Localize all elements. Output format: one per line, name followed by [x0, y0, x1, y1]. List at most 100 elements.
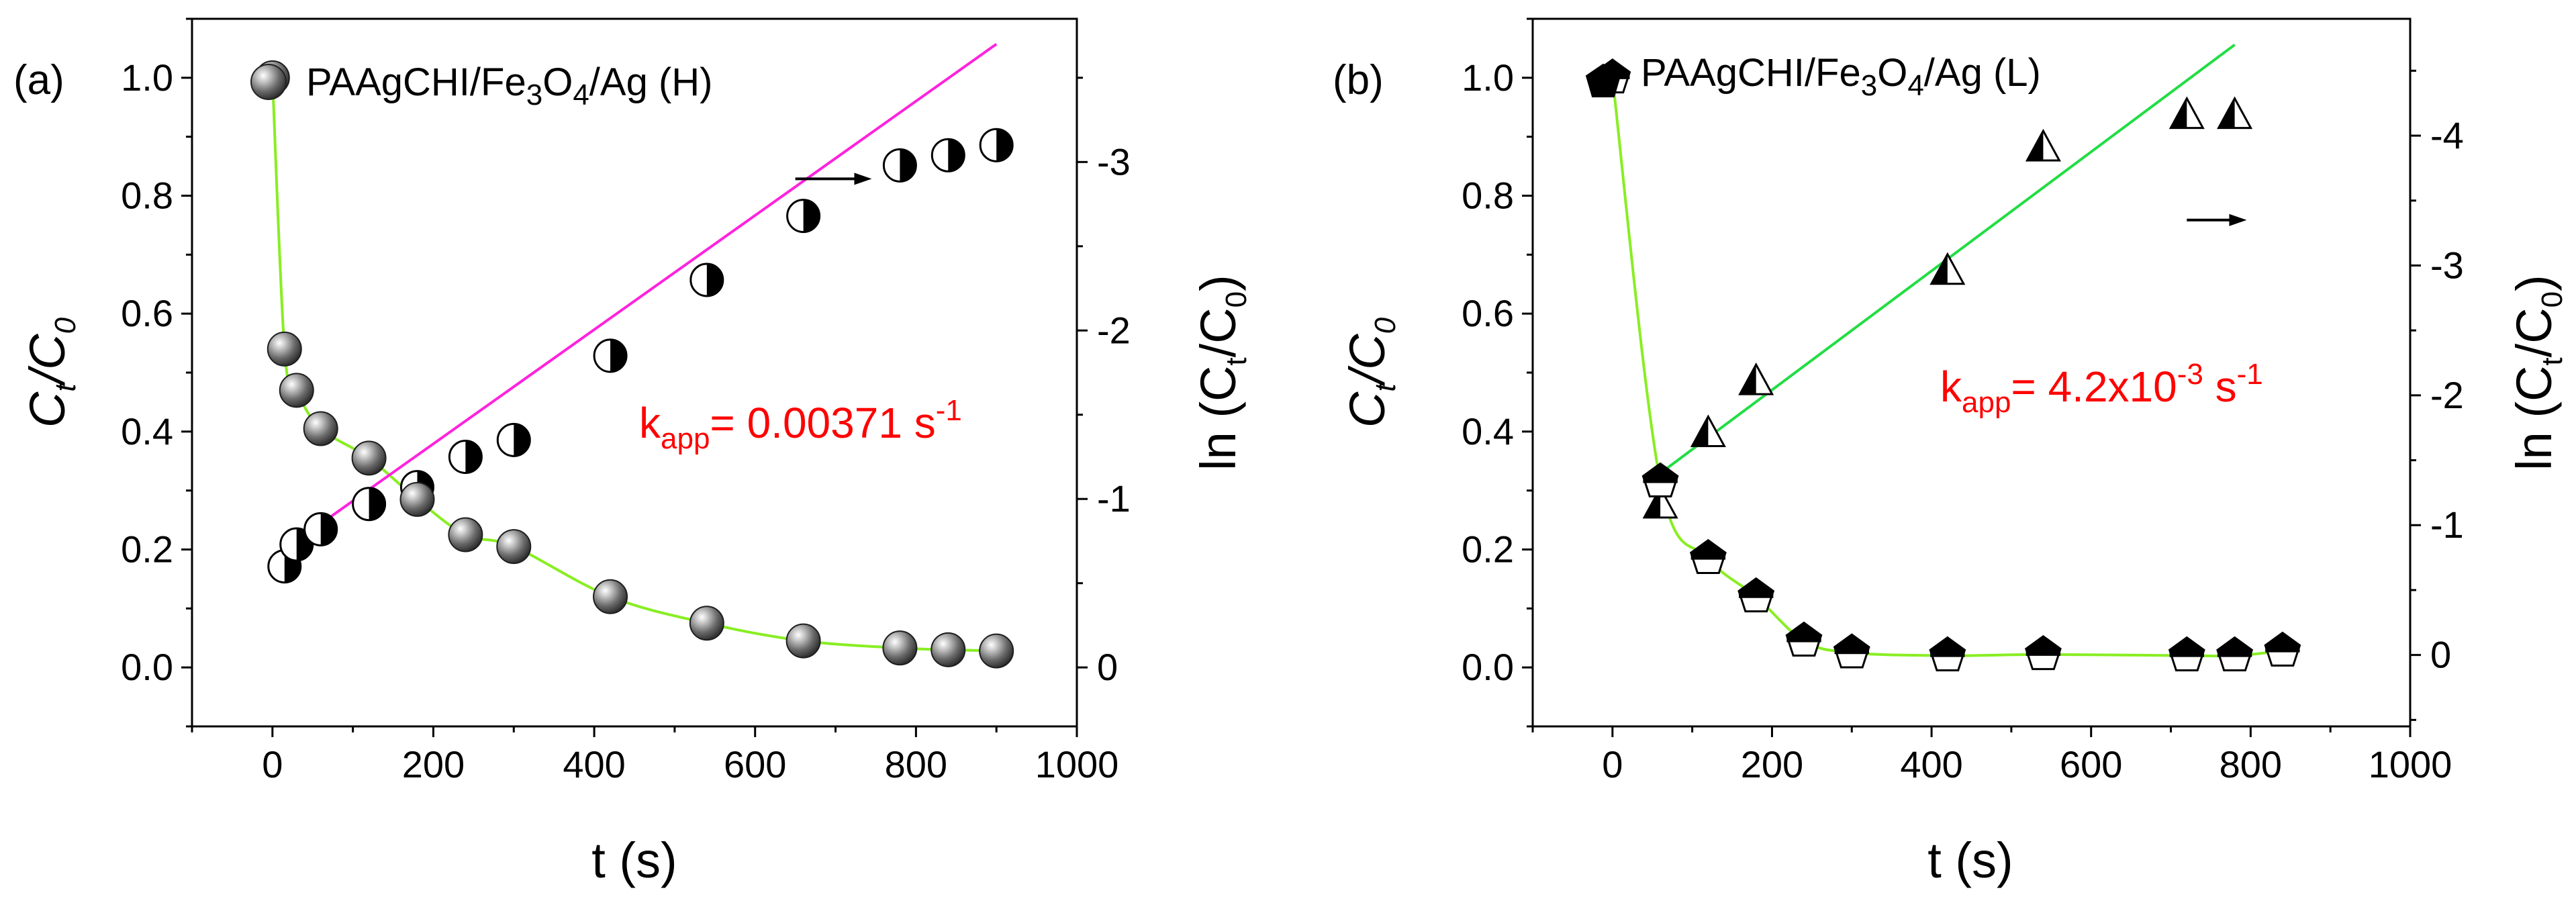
ln-series-markers: [1642, 96, 2253, 519]
data-point: [279, 527, 314, 562]
data-point: [1689, 538, 1727, 575]
data-point: [1737, 577, 1775, 613]
data-point-half: [1690, 540, 1726, 560]
data-point-half: [1692, 416, 1709, 446]
data-point-half: [2025, 636, 2061, 656]
legend: PAAgCHI/Fe3O4/Ag (L): [1585, 51, 2041, 102]
axis-ticks: 0 200 400 600 800 1000 0.0 0.2 0.4 0.6 0.8 1.0 0 -1 -2…: [1462, 17, 2464, 785]
y-left-tick-label: 0.6: [1462, 292, 1514, 334]
y-left-tick-label: 0.4: [1462, 410, 1514, 452]
kapp-annotation: kapp= 0.00371 s-1: [639, 394, 962, 455]
panel-a: 0 200 400 600 800 1000 0.0 0.2 0.4 0.6 0.8 1.0 0 -1 -2…: [13, 17, 1253, 888]
data-point: [303, 411, 338, 446]
panel-label: (a): [13, 57, 64, 103]
arrow-head: [854, 173, 872, 185]
data-point: [496, 422, 531, 457]
legend-label: PAAgCHI/Fe3O4/Ag (H): [306, 60, 712, 111]
data-point-half: [1930, 637, 1965, 657]
y-left-tick-label: 0.2: [1462, 528, 1514, 571]
data-point: [279, 373, 314, 408]
x-tick-label: 600: [724, 743, 786, 785]
y-right-tick-label: -3: [1097, 140, 1131, 183]
data-point: [689, 262, 724, 297]
data-point-half: [1739, 578, 1774, 598]
data-point: [593, 579, 628, 614]
fit-line: [283, 43, 998, 551]
data-point-half: [1931, 254, 1948, 284]
axis-ticks: 0 200 400 600 800 1000 0.0 0.2 0.4 0.6 0.8 1.0 0 -1 -2…: [121, 17, 1131, 785]
x-tick-label: 200: [1741, 743, 1803, 785]
data-point-half: [610, 339, 627, 372]
data-point: [2168, 636, 2205, 671]
plot-frame: [191, 17, 1078, 728]
data-point-half: [1643, 463, 1678, 483]
y-left-tick-label: 0.4: [121, 410, 173, 452]
legend: PAAgCHI/Fe3O4/Ag (H): [250, 60, 712, 111]
data-point: [2264, 631, 2301, 667]
legend-marker: [1585, 63, 1621, 97]
x-tick-label: 200: [402, 743, 465, 785]
data-point-half: [2170, 98, 2187, 128]
data-point: [303, 512, 338, 546]
y-right-tick-label: -1: [1097, 477, 1131, 520]
data-point-half: [803, 199, 820, 232]
x-tick-label: 600: [2060, 743, 2122, 785]
data-point: [1785, 621, 1823, 657]
data-point: [399, 481, 435, 517]
data-point: [593, 338, 628, 373]
legend-label: PAAgCHI/Fe3O4/Ag (L): [1641, 51, 2041, 102]
y-axis-label-left: Ct/C0: [19, 317, 82, 428]
data-point-half: [2217, 637, 2252, 657]
data-point: [1641, 462, 1679, 497]
y-right-tick-label: -2: [1097, 309, 1131, 351]
y-right-tick-label: -3: [2430, 244, 2464, 286]
data-point-half: [1786, 622, 1821, 642]
data-point: [786, 199, 821, 234]
y-axis-label-right: ln (Ct/C0): [2506, 275, 2569, 471]
data-point-half: [465, 440, 482, 473]
ct-c0-series-markers: [254, 60, 1014, 669]
y-left-tick-label: 0.0: [121, 646, 173, 688]
data-point: [448, 439, 483, 474]
y-axis-label-right: ln (Ct/C0): [1190, 275, 1253, 471]
data-point-half: [1739, 365, 1756, 395]
x-tick-label: 1000: [1035, 743, 1119, 785]
ct-c0-series-markers: [1594, 58, 2301, 671]
y-left-tick-label: 0.6: [121, 292, 173, 334]
x-tick-label: 0: [262, 743, 283, 785]
data-point: [882, 630, 918, 666]
data-point: [1690, 414, 1726, 447]
data-point: [2025, 128, 2061, 162]
data-point: [1929, 252, 1966, 285]
x-tick-label: 400: [1900, 743, 1962, 785]
data-point-half: [2218, 98, 2235, 128]
y-right-tick-label: -1: [2430, 504, 2464, 546]
data-point: [2216, 636, 2254, 671]
data-point-half: [320, 513, 337, 546]
x-axis-label: t (s): [1927, 832, 2013, 888]
data-point-half: [996, 129, 1013, 162]
data-point: [882, 148, 917, 183]
data-point-half: [706, 263, 723, 296]
data-point: [2024, 634, 2062, 671]
data-point-half: [2027, 130, 2044, 160]
data-point-half: [2169, 637, 2204, 657]
panel-b: 0 200 400 600 800 1000 0.0 0.2 0.4 0.6 0.8 1.0 0 -1 -2…: [1333, 17, 2569, 888]
x-axis-label: t (s): [591, 832, 677, 888]
data-point: [979, 633, 1014, 669]
data-point-half: [514, 424, 530, 457]
data-point: [979, 128, 1014, 162]
y-left-tick-label: 1.0: [121, 56, 173, 99]
data-point: [2168, 96, 2205, 130]
data-point: [689, 606, 724, 641]
data-point-half: [369, 487, 385, 520]
y-axis-label-left: Ct/C0: [1339, 317, 1402, 428]
x-tick-label: 400: [563, 743, 625, 785]
data-point: [352, 487, 387, 522]
data-point: [1833, 633, 1870, 669]
arrow-right-indicator: [795, 173, 872, 185]
ln-series-markers: [267, 128, 1014, 584]
data-point: [2217, 96, 2253, 130]
data-point: [785, 623, 821, 659]
